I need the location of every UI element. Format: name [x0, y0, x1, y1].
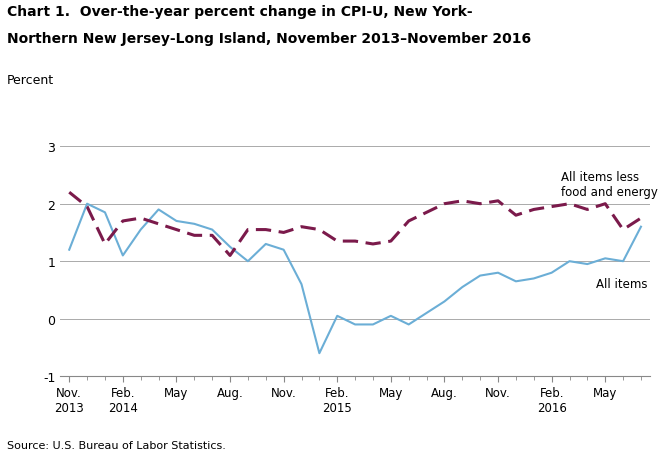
- Text: Percent: Percent: [7, 73, 54, 86]
- Text: Northern New Jersey-Long Island, November 2013–November 2016: Northern New Jersey-Long Island, Novembe…: [7, 32, 531, 46]
- Text: All items less
food and energy: All items less food and energy: [561, 171, 657, 199]
- Text: All items: All items: [596, 278, 648, 291]
- Text: Source: U.S. Bureau of Labor Statistics.: Source: U.S. Bureau of Labor Statistics.: [7, 440, 226, 450]
- Text: Chart 1.  Over-the-year percent change in CPI-U, New York-: Chart 1. Over-the-year percent change in…: [7, 5, 472, 18]
